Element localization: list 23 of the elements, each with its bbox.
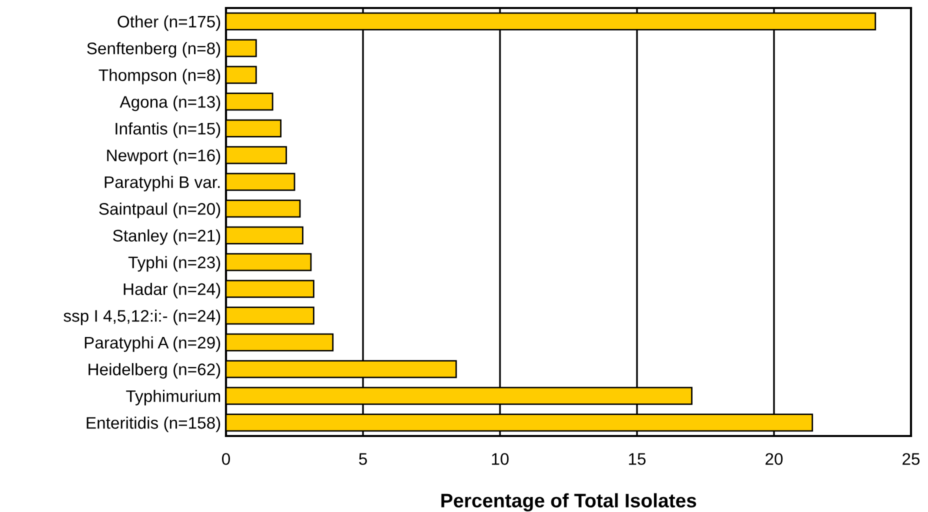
x-axis-title: Percentage of Total Isolates	[441, 493, 696, 512]
y-tick-label: Heidelberg (n=62)	[88, 363, 220, 379]
y-tick-label: Infantis (n=15)	[116, 122, 220, 138]
y-tick-label: Paratyphi B var.	[104, 176, 220, 192]
y-tick-label: Stanley (n=21)	[113, 229, 220, 245]
x-tick-label: 10	[492, 453, 509, 465]
x-tick-label: 15	[629, 453, 646, 465]
y-tick-label: Senftenberg (n=8)	[87, 42, 220, 58]
y-tick-label: Typhimurium	[126, 390, 220, 406]
x-tick-label: 5	[359, 453, 367, 465]
y-tick-label: Newport (n=16)	[107, 149, 220, 165]
y-tick-label: Thompson (n=8)	[98, 68, 220, 84]
y-tick-label: Paratyphi A (n=29)	[84, 336, 220, 352]
y-tick-label: Enteritidis (n=158)	[86, 416, 220, 432]
y-tick-label: Hadar (n=24)	[124, 282, 220, 298]
x-tick-label: 0	[222, 453, 230, 465]
y-tick-label: Agona (n=13)	[120, 96, 220, 112]
y-tick-label: Other (n=175)	[118, 15, 220, 31]
x-tick-label: 25	[902, 453, 920, 465]
y-tick-label: Saintpaul (n=20)	[99, 202, 220, 218]
y-tick-label: ssp I 4,5,12:i:- (n=24)	[64, 310, 220, 326]
y-tick-label: Typhi (n=23)	[128, 256, 220, 272]
x-tick-label: 20	[766, 453, 783, 465]
